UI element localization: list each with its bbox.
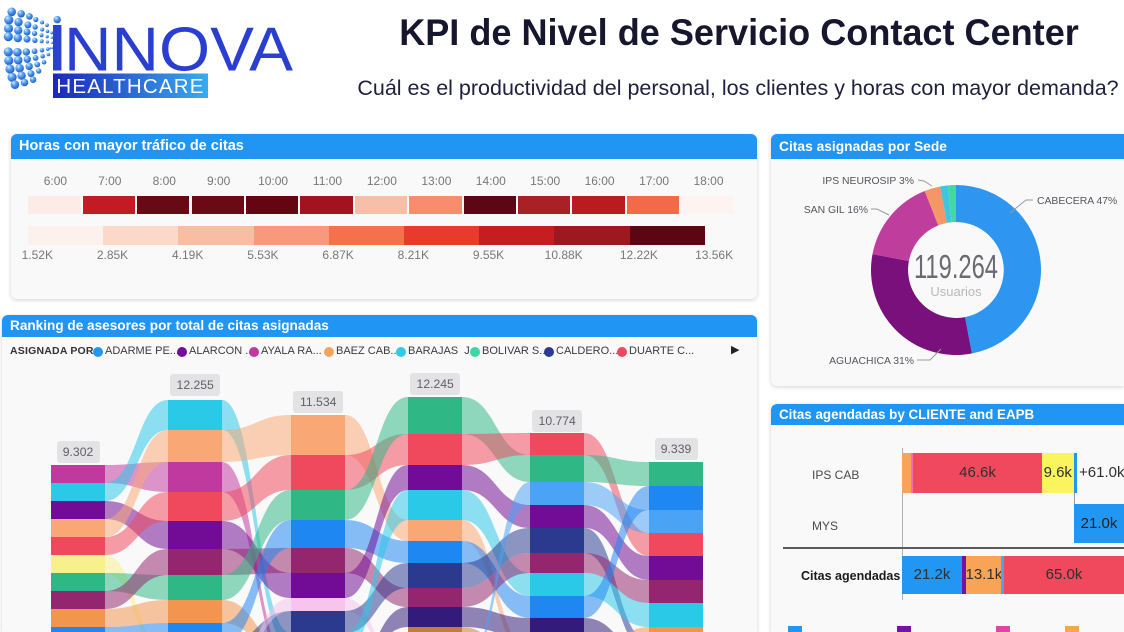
svg-text:IPS NEUROSIP 3%: IPS NEUROSIP 3% xyxy=(822,176,914,187)
svg-text:AGUACHICA 31%: AGUACHICA 31% xyxy=(829,356,914,367)
svg-text:NNOVA: NNOVA xyxy=(64,16,294,85)
svg-text:HEALTHCARE: HEALTHCARE xyxy=(56,75,204,98)
svg-text:Usuarios: Usuarios xyxy=(930,284,982,299)
svg-text:CABECERA 47%: CABECERA 47% xyxy=(1037,196,1117,207)
svg-text:SAN GIL 16%: SAN GIL 16% xyxy=(804,205,868,216)
svg-text:119.264: 119.264 xyxy=(914,248,998,285)
